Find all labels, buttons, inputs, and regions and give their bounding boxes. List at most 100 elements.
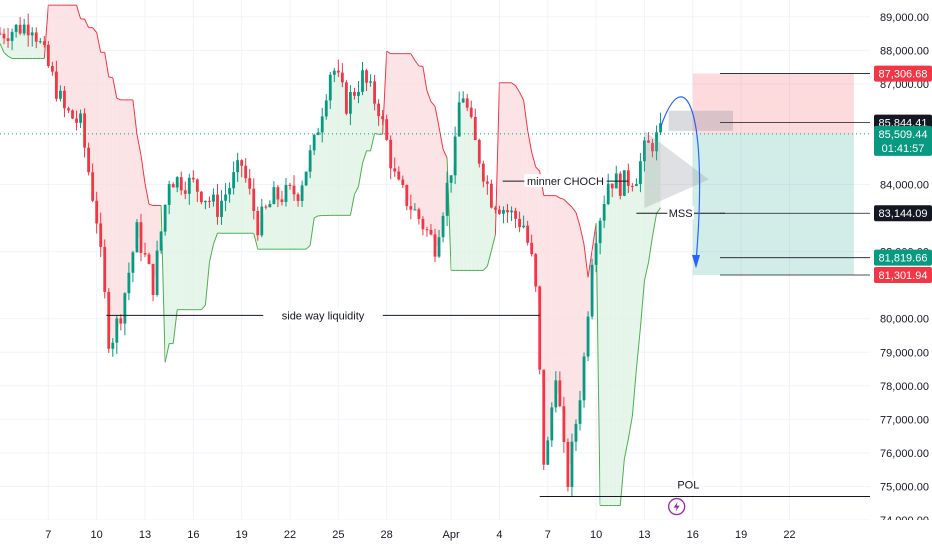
candle-body xyxy=(538,287,541,370)
price-axis-tick: 89,000.00 xyxy=(880,12,929,24)
candle-body xyxy=(393,168,396,171)
candle-body xyxy=(293,186,296,195)
candle-body xyxy=(31,32,34,35)
candle-body xyxy=(297,194,300,201)
candle-body xyxy=(313,135,316,150)
candle-body xyxy=(631,186,634,187)
candle-body xyxy=(571,442,574,487)
candle-body xyxy=(0,34,1,35)
candle-body xyxy=(595,243,598,265)
candle-body xyxy=(67,108,70,110)
annotation-label: MSS xyxy=(669,208,693,220)
trend-band-fill xyxy=(503,83,507,212)
trend-band-fill xyxy=(512,83,516,215)
candle-body xyxy=(466,98,469,107)
candle-body xyxy=(87,148,90,173)
annotation-label: minner CHOCH xyxy=(527,176,604,188)
candle-body xyxy=(458,102,461,136)
candle-body xyxy=(236,160,239,172)
countdown-label: 01:41:57 xyxy=(882,143,925,155)
trend-band-fill xyxy=(628,178,632,439)
trend-band-line xyxy=(419,66,423,67)
trend-band-fill xyxy=(463,100,467,270)
candle-body xyxy=(583,357,586,401)
candle-body xyxy=(333,71,336,75)
price-axis-tick: 77,000.00 xyxy=(880,414,929,426)
trend-band-fill xyxy=(620,183,624,505)
candle-body xyxy=(136,222,139,252)
trend-band-fill xyxy=(290,185,294,249)
candle-body xyxy=(550,407,553,440)
candle-body xyxy=(99,223,102,246)
candle-body xyxy=(567,442,570,487)
trend-band-fill xyxy=(77,5,81,121)
candle-body xyxy=(462,98,465,102)
candle-body xyxy=(611,184,614,189)
candle-body xyxy=(51,66,54,72)
trend-band-fill xyxy=(407,54,411,208)
candle-body xyxy=(43,41,46,45)
time-axis-tick: 10 xyxy=(590,529,602,541)
trend-band-fill xyxy=(411,54,415,210)
candle-body xyxy=(268,204,271,207)
candle-body xyxy=(482,164,485,182)
candle-body xyxy=(426,229,429,230)
candle-body xyxy=(277,187,280,199)
trend-band-fill xyxy=(177,182,181,309)
candle-body xyxy=(554,380,557,407)
candle-body xyxy=(220,201,223,217)
time-axis-tick: 4 xyxy=(496,529,502,541)
candle-body xyxy=(337,71,340,73)
time-axis-tick: Apr xyxy=(443,529,460,541)
trend-band-fill xyxy=(338,72,342,216)
trend-band-fill xyxy=(266,206,270,250)
candle-body xyxy=(127,273,130,293)
candle-body xyxy=(619,173,622,195)
candle-body xyxy=(248,178,251,189)
trend-band-fill xyxy=(423,66,427,229)
order-block-zone xyxy=(669,111,733,131)
time-axis-tick: 19 xyxy=(735,529,747,541)
candle-body xyxy=(317,132,320,134)
trend-band-fill xyxy=(616,181,620,506)
candle-body xyxy=(534,254,537,286)
candle-body xyxy=(188,178,191,194)
candle-body xyxy=(91,172,94,201)
candle-body xyxy=(305,172,308,186)
candle-body xyxy=(27,25,30,36)
candle-body xyxy=(438,237,441,256)
candle-body xyxy=(454,137,457,176)
candle-body xyxy=(591,265,594,317)
candle-body xyxy=(607,184,610,204)
price-axis-tick: 84,000.00 xyxy=(880,180,929,192)
trend-band-fill xyxy=(576,212,580,432)
candle-body xyxy=(526,226,529,243)
candle-body xyxy=(603,204,606,221)
trend-band-fill xyxy=(636,173,640,370)
candle-body xyxy=(510,211,513,213)
price-axis-tick: 80,000.00 xyxy=(880,314,929,326)
price-axis-tick: 75,000.00 xyxy=(880,481,929,493)
candle-body xyxy=(184,190,187,193)
candle-body xyxy=(301,185,304,201)
candle-body xyxy=(132,252,135,272)
time-axis-tick: 13 xyxy=(638,529,650,541)
candle-body xyxy=(176,177,179,187)
candle-body xyxy=(228,188,231,194)
candle-body xyxy=(212,195,215,202)
trend-band-fill xyxy=(60,5,64,99)
trend-band-fill xyxy=(467,103,471,270)
candle-body xyxy=(232,172,235,188)
candle-body xyxy=(522,226,525,227)
candle-body xyxy=(35,32,38,41)
candle-body xyxy=(490,184,493,208)
candle-body xyxy=(19,25,22,34)
candle-body xyxy=(579,400,582,424)
candle-body xyxy=(140,222,143,253)
candle-body xyxy=(542,370,545,465)
trend-band-fill xyxy=(117,98,121,330)
candle-body xyxy=(119,318,122,323)
candle-body xyxy=(486,182,489,184)
trend-band-fill xyxy=(516,86,520,223)
